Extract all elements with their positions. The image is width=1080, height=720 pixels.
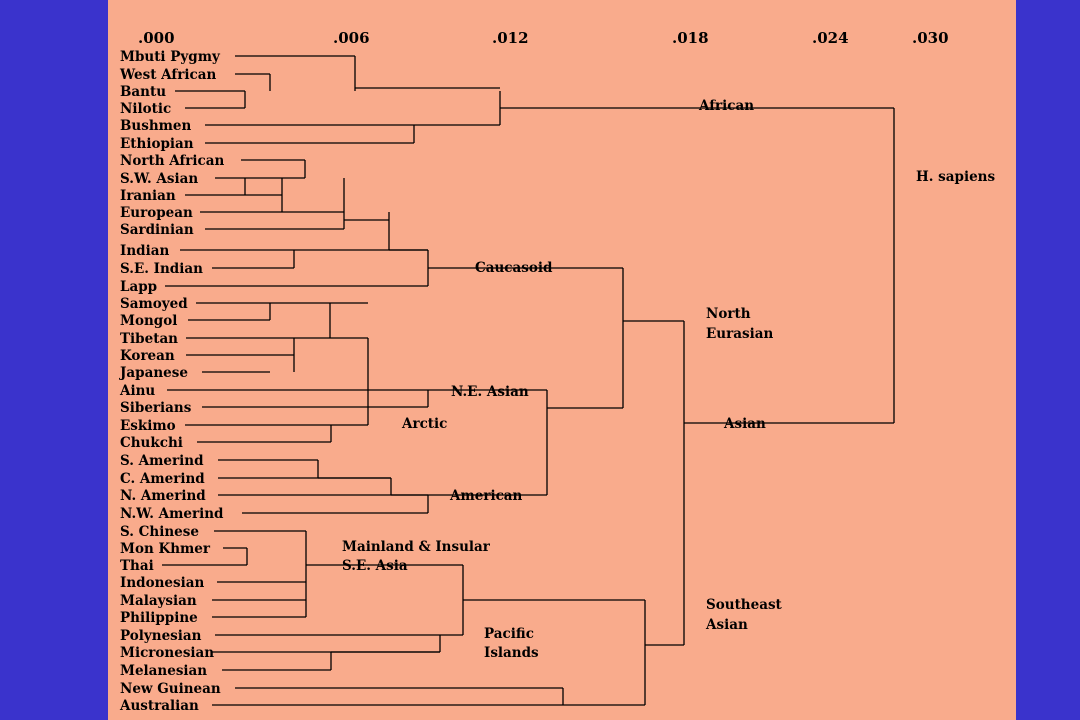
leaf-label-s-amerind: S. Amerind <box>120 453 204 469</box>
leaf-label-micronesian: Micronesian <box>120 645 214 661</box>
tree-branches <box>162 55 895 706</box>
leaf-label-north-african: North African <box>120 153 224 169</box>
leaf-label-european: European <box>120 205 193 221</box>
leaf-label-indonesian: Indonesian <box>120 575 204 591</box>
group-label-southeast-asian: Asian <box>705 617 748 633</box>
leaf-label-s-w-asian: S.W. Asian <box>120 171 198 187</box>
group-label-asian: Asian <box>723 416 766 432</box>
population-labels: Mbuti Pygmy West AfricanBantuNiloticBushm… <box>119 49 224 714</box>
leaf-label-malaysian: Malaysian <box>120 593 197 609</box>
group-label-southeast: Southeast <box>706 597 783 613</box>
leaf-label-bushmen: Bushmen <box>120 118 192 134</box>
group-label-pacific: Pacific <box>484 626 534 642</box>
leaf-label-mongol: Mongol <box>120 313 177 329</box>
leaf-label-ethiopian: Ethiopian <box>120 136 194 152</box>
leaf-label-siberians: Siberians <box>120 400 192 416</box>
axis-tick-label: .030 <box>912 29 949 47</box>
group-label-arctic: Arctic <box>401 416 447 432</box>
axis-tick-label: .018 <box>672 29 709 47</box>
leaf-label-thai: Thai <box>120 558 154 574</box>
leaf-label-sardinian: Sardinian <box>120 222 194 238</box>
group-label-se-asia: S.E. Asia <box>342 558 408 574</box>
leaf-label-c-amerind: C. Amerind <box>120 471 205 487</box>
group-label-american: American <box>449 488 523 504</box>
leaf-label-polynesian: Polynesian <box>120 628 202 644</box>
group-label-ne-asian: N.E. Asian <box>451 384 529 400</box>
dendrogram-panel: .000 .006 .012 .018 .024 .030 Mbuti Pygmy West… <box>108 0 1016 720</box>
leaf-label-s-e-indian: S.E. Indian <box>120 261 203 277</box>
leaf-label-japanese: Japanese <box>119 365 188 381</box>
leaf-label-iranian: Iranian <box>120 188 176 204</box>
leaf-label-nilotic: Nilotic <box>120 101 171 117</box>
leaf-label-bantu: Bantu <box>120 84 166 100</box>
leaf-label-new-guinean: New Guinean <box>120 681 221 697</box>
group-label-h-sapiens: H. sapiens <box>916 169 995 185</box>
group-label-caucasoid: Caucasoid <box>475 260 553 276</box>
leaf-label-mon-khmer: Mon Khmer <box>120 541 211 557</box>
leaf-label-n-amerind: N. Amerind <box>120 488 206 504</box>
distance-axis: .000 .006 .012 .018 .024 .030 <box>138 29 949 47</box>
dendrogram: .000 .006 .012 .018 .024 .030 Mbuti Pygmy West… <box>119 29 995 714</box>
group-label-north: North <box>706 306 751 322</box>
leaf-label-west-african: West African <box>119 67 216 83</box>
group-label-mainland: Mainland & Insular <box>342 539 491 555</box>
leaf-label-mbuti-pygmy: Mbuti Pygmy <box>120 49 221 65</box>
leaf-label-ainu: Ainu <box>119 383 155 399</box>
axis-tick-label: .024 <box>812 29 849 47</box>
leaf-label-indian: Indian <box>120 243 169 259</box>
leaf-label-korean: Korean <box>120 348 175 364</box>
axis-tick-label: .000 <box>138 29 175 47</box>
axis-tick-label: .006 <box>333 29 370 47</box>
leaf-label-tibetan: Tibetan <box>120 331 178 347</box>
leaf-label-chukchi: Chukchi <box>120 435 183 451</box>
axis-tick-label: .012 <box>492 29 529 47</box>
leaf-label-eskimo: Eskimo <box>120 418 176 434</box>
leaf-label-n-w-amerind: N.W. Amerind <box>120 506 224 522</box>
group-label-eurasian: Eurasian <box>706 326 773 342</box>
leaf-label-lapp: Lapp <box>120 279 157 295</box>
group-label-african: African <box>698 98 754 114</box>
group-label-islands: Islands <box>484 645 539 661</box>
leaf-label-australian: Australian <box>119 698 199 714</box>
leaf-label-samoyed: Samoyed <box>120 296 188 312</box>
group-labels: African H. sapiens Caucasoid North Euras… <box>342 98 995 661</box>
leaf-label-melanesian: Melanesian <box>120 663 207 679</box>
leaf-label-philippine: Philippine <box>120 610 198 626</box>
leaf-label-s-chinese: S. Chinese <box>120 524 199 540</box>
